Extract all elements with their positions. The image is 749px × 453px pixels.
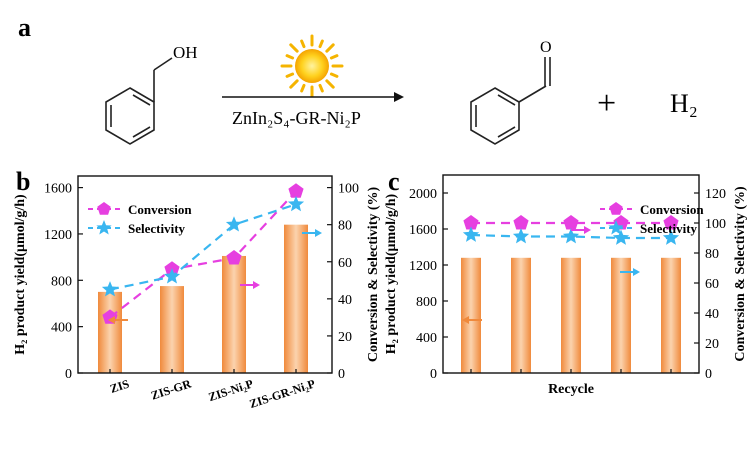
left-tick-label: 400: [51, 321, 72, 336]
sun-icon: [280, 34, 344, 98]
right-tick-label: 40: [338, 293, 352, 308]
selectivity-axis-arrow: [302, 229, 322, 237]
plot-frame: [77, 175, 333, 374]
selectivity-point-5: [662, 229, 680, 245]
bar-2: [511, 257, 531, 373]
conversion-point-3: [226, 250, 242, 265]
x-axis-title: Recycle: [548, 382, 594, 397]
right-tick-label: 100: [705, 217, 726, 232]
benzaldehyde-structure: [470, 57, 551, 145]
panel-c-label: c: [388, 167, 400, 196]
conversion-axis-arrow: [240, 281, 260, 289]
x-tick-label: ZIS-GR: [149, 376, 193, 402]
bar-2: [160, 286, 184, 373]
y-axis-title: H₂ product yield(μmol/g/h): [384, 193, 399, 354]
conversion-point-4: [288, 183, 304, 198]
selectivity-point-3: [225, 216, 243, 232]
conversion-point-1: [463, 215, 479, 230]
left-axis-arrow: [108, 316, 128, 324]
left-tick-label: 1200: [44, 228, 72, 243]
left-tick-label: 800: [416, 295, 437, 310]
legend: Conversion Selectivity: [88, 202, 192, 236]
selectivity-point-4: [612, 229, 630, 245]
right-tick-label: 80: [338, 219, 352, 234]
left-tick-label: 2000: [409, 187, 437, 202]
left-tick-label: 1600: [44, 182, 72, 197]
panel-a-label: a: [18, 13, 31, 42]
x-tick-label: ZIS-GR-Ni₂P: [248, 377, 317, 411]
right-tick-label: 120: [705, 187, 726, 202]
plus-sign: +: [597, 85, 616, 122]
y2-axis-title: Conversion & Selectivity (%): [366, 186, 381, 362]
conversion-point-5: [663, 215, 679, 230]
left-tick-label: 800: [51, 274, 72, 289]
conversion-line: [109, 190, 297, 319]
conversion-point-2: [513, 215, 529, 230]
conversion-axis-arrow: [571, 226, 591, 234]
chart-panel-c: c 0 400 800 1200 1600 2000 0 20 40 60 80 100 120 H₂ pr…: [384, 167, 748, 397]
right-tick-label: 60: [338, 256, 352, 271]
left-tick-label: 0: [65, 367, 72, 382]
right-tick-label: 20: [705, 337, 719, 352]
bar-1: [461, 257, 481, 373]
right-tick-label: 100: [338, 182, 359, 197]
left-tick-label: 400: [416, 331, 437, 346]
right-tick-label: 0: [338, 367, 345, 382]
bar-4: [611, 257, 631, 373]
selectivity-line: [109, 203, 297, 291]
selectivity-point-1: [462, 226, 480, 242]
selectivity-point-3: [562, 228, 580, 244]
selectivity-point-4: [287, 195, 305, 212]
legend-selectivity: Selectivity: [640, 221, 698, 236]
panel-b-label: b: [16, 167, 30, 196]
left-tick-label: 1600: [409, 223, 437, 238]
selectivity-point-2: [163, 268, 181, 284]
y2-axis-title: Conversion & Selectivity (%): [733, 186, 748, 362]
selectivity-axis-arrow: [620, 268, 640, 276]
hydrogen-label: H₂: [670, 89, 698, 118]
right-tick-label: 0: [705, 367, 712, 382]
left-axis-arrow: [462, 316, 482, 324]
bar-4: [284, 224, 308, 373]
benzyl-alcohol-structure: [105, 57, 173, 145]
selectivity-line: [470, 233, 671, 240]
reaction-arrow: [222, 92, 404, 102]
legend-conversion: Conversion: [128, 202, 192, 217]
right-tick-label: 80: [705, 247, 719, 262]
y-axis-title: H₂ product yield(μmol/g/h): [13, 194, 28, 355]
left-tick-label: 1200: [409, 259, 437, 274]
legend: Conversion Selectivity: [600, 202, 704, 236]
bar-1: [98, 291, 122, 373]
reaction-scheme: a OH ZnIn₂S₄-GR-Ni₂P O: [18, 13, 698, 145]
right-tick-label: 40: [705, 307, 719, 322]
selectivity-point-1: [101, 281, 119, 297]
catalyst-label: ZnIn₂S₄-GR-Ni₂P: [232, 108, 361, 128]
conversion-point-3: [563, 215, 579, 230]
right-tick-label: 20: [338, 330, 352, 345]
bar-5: [661, 257, 681, 373]
legend-conversion: Conversion: [640, 202, 704, 217]
hydroxyl-label: OH: [173, 43, 198, 62]
legend-selectivity: Selectivity: [128, 221, 186, 236]
x-tick-label: ZIS: [108, 376, 131, 395]
carbonyl-label: O: [540, 39, 552, 56]
right-tick-label: 60: [705, 277, 719, 292]
bar-3: [222, 255, 246, 373]
bar-3: [561, 257, 581, 373]
chart-panel-b: b 0 400 800 1200 1600 0 20 40 60 80 100 ZIS ZIS-GR ZIS…: [13, 167, 381, 411]
left-tick-label: 0: [430, 367, 437, 382]
selectivity-point-2: [512, 228, 530, 244]
